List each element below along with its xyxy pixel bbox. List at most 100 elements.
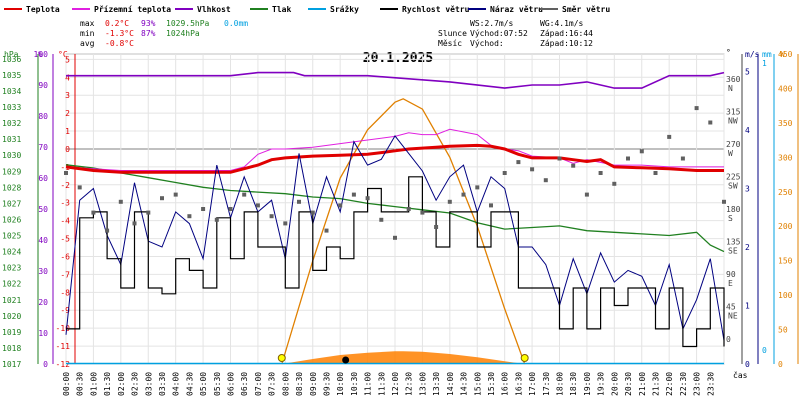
wind-dir-point <box>406 207 411 211</box>
tick-time-28: 14:00 <box>446 372 455 396</box>
wind-dir-point <box>338 203 343 208</box>
tick-pct-6: 40 <box>38 236 48 245</box>
wind-dir-point <box>201 207 206 211</box>
wind-dir-point <box>420 210 425 215</box>
tick-time-26: 13:00 <box>418 372 427 396</box>
stat-max-press: 1029.5hPa <box>166 19 210 28</box>
tick-time-38: 19:00 <box>583 372 592 396</box>
tick-degc-6: -1 <box>60 163 70 172</box>
tick-watt-5: 200 <box>778 222 793 231</box>
tick-degc-2: 3 <box>65 91 70 100</box>
wind-dir-point <box>434 225 439 229</box>
tick-degc-11: -6 <box>60 252 70 261</box>
tick-hpa-5: 1031 <box>2 135 21 144</box>
tick-time-40: 20:00 <box>610 372 619 396</box>
tick-watt-6: 150 <box>778 257 793 266</box>
tick-ms-3: 2 <box>745 243 750 252</box>
tick-degc-1: 4 <box>65 73 70 82</box>
legend: Teplota Přízemní teplota Vlhkost Tlak Srážky… <box>4 4 610 14</box>
tick-dir-4: S <box>728 214 733 223</box>
tick-time-46: 23:00 <box>693 372 702 396</box>
wind-dir-point <box>475 185 480 190</box>
tick-time-31: 15:30 <box>487 372 496 396</box>
wind-dir-point <box>187 214 192 219</box>
wind-dir-point <box>365 196 370 201</box>
wind-dir-point <box>639 149 644 154</box>
wind-dir-point <box>64 171 68 175</box>
tick-ms-4: 1 <box>745 302 750 311</box>
wind-dir-point <box>680 156 685 161</box>
series-sun-radiation <box>281 98 526 365</box>
tick-time-45: 22:30 <box>679 372 688 396</box>
tick-time-24: 12:00 <box>391 372 400 396</box>
tick-deg-6: 90 <box>726 270 736 279</box>
wind-dir-point <box>708 120 713 125</box>
sun-wind-info: WS:2.7m/s WG:4.1m/s Slunce Východ:07:52 … <box>438 19 593 48</box>
tick-pct-9: 10 <box>38 329 48 338</box>
tick-deg-5: 135 <box>726 237 741 246</box>
wind-dir-point <box>461 192 466 197</box>
axis-label-hpa: hPa <box>4 50 19 59</box>
tick-degc-15: -10 <box>56 324 71 333</box>
tick-degc-16: -11 <box>56 342 71 351</box>
tick-watt-8: 50 <box>778 326 788 335</box>
tick-pct-8: 20 <box>38 298 48 307</box>
tick-time-16: 08:00 <box>281 372 290 396</box>
sun-label: Slunce <box>438 29 467 38</box>
tick-ms-2: 3 <box>745 185 750 194</box>
tick-deg-7: 45 <box>726 302 736 311</box>
tick-pct-0: 100 <box>34 50 49 59</box>
wind-dir-point <box>543 178 548 183</box>
tick-deg-4: 180 <box>726 205 741 214</box>
wind-dir-point <box>516 160 521 165</box>
axis-label-pct: % <box>38 50 43 59</box>
moonrise-info: Východ: <box>470 39 504 48</box>
legend-label-0: Teplota <box>26 5 60 14</box>
tick-degc-0: 5 <box>65 55 70 64</box>
tick-time-47: 23:30 <box>706 372 715 396</box>
tick-hpa-14: 1022 <box>2 280 21 289</box>
wind-dir-point <box>228 207 233 211</box>
stat-avg-temp: -0.8°C <box>105 39 134 48</box>
stat-max-temp: 0.2°C <box>105 19 129 28</box>
tick-time-12: 06:00 <box>227 372 236 396</box>
tick-hpa-16: 1020 <box>2 312 21 321</box>
tick-degc-3: 2 <box>65 109 70 118</box>
tick-hpa-6: 1030 <box>2 151 21 160</box>
tick-time-3: 01:30 <box>103 372 112 396</box>
tick-degc-8: -3 <box>60 199 70 208</box>
tick-hpa-11: 1025 <box>2 232 21 241</box>
tick-time-6: 03:00 <box>144 372 153 396</box>
tick-deg-2: 270 <box>726 140 741 149</box>
wind-dir-point <box>255 203 260 208</box>
tick-hpa-7: 1029 <box>2 167 21 176</box>
tick-time-15: 07:30 <box>268 372 277 396</box>
tick-hpa-15: 1021 <box>2 296 21 305</box>
tick-time-9: 04:30 <box>185 372 194 396</box>
tick-time-8: 04:00 <box>172 372 181 396</box>
tick-pct-10: 0 <box>43 360 48 369</box>
series-wind-gust <box>65 135 725 341</box>
wind-dir-point <box>393 235 397 240</box>
tick-time-39: 19:30 <box>597 372 606 396</box>
tick-dir-6: E <box>728 279 733 288</box>
tick-ms-1: 4 <box>745 126 750 135</box>
tick-hpa-17: 1019 <box>2 328 21 337</box>
tick-degc-17: -12 <box>56 360 71 369</box>
tick-time-34: 17:00 <box>528 372 537 396</box>
tick-pct-4: 60 <box>38 174 48 183</box>
tick-degc-9: -4 <box>60 217 70 226</box>
series-wind-speed <box>66 176 725 348</box>
tick-pct-3: 70 <box>38 143 48 152</box>
wind-dir-point <box>502 171 507 175</box>
chart-title: 20.1.2025 <box>363 51 433 66</box>
tick-degc-7: -2 <box>60 181 70 190</box>
tick-hpa-18: 1018 <box>2 344 21 353</box>
wind-dir-point <box>132 221 137 226</box>
stat-avg-label: avg <box>80 39 95 48</box>
moonset-marker <box>342 356 350 364</box>
tick-time-10: 05:00 <box>199 372 208 396</box>
wind-dir-point <box>105 228 110 233</box>
